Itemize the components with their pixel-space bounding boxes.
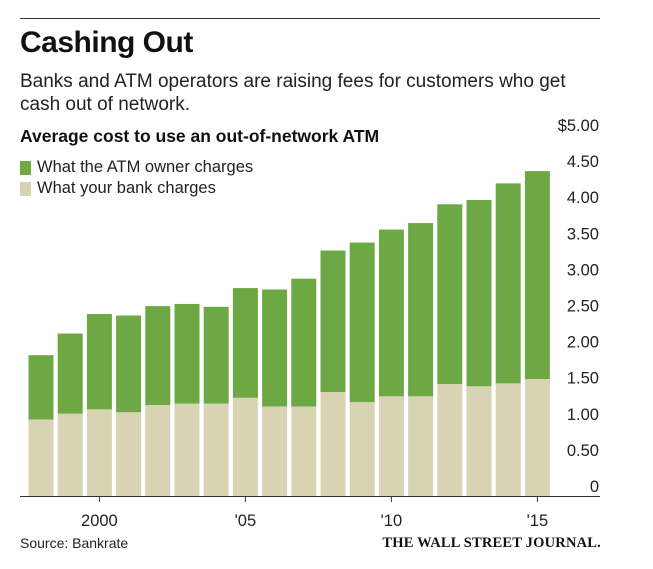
y-tick-label-1: 4.50 xyxy=(567,153,599,171)
bar-atm-owner-2001 xyxy=(116,315,142,413)
legend-swatch-atm-owner xyxy=(20,160,31,175)
bar-bank-2005 xyxy=(232,397,258,496)
y-tick-label-9: 0.50 xyxy=(567,442,599,460)
bar-atm-owner-2003 xyxy=(174,303,200,404)
bar-atm-owner-2013 xyxy=(466,199,492,387)
page-subtitle: Banks and ATM operators are raising fees… xyxy=(20,71,566,115)
y-tick-label-5: 2.50 xyxy=(567,298,599,316)
bar-atm-owner-2009 xyxy=(349,242,375,403)
bar-atm-owner-2004 xyxy=(203,306,229,404)
y-tick-label-8: 1.00 xyxy=(567,406,599,424)
bar-bank-1999 xyxy=(57,413,83,496)
bar-bank-2007 xyxy=(291,406,317,496)
chart-title: Average cost to use an out-of-network AT… xyxy=(20,126,380,146)
bar-atm-owner-1998 xyxy=(28,355,54,420)
bar-bank-2011 xyxy=(408,396,434,496)
bar-bank-2015 xyxy=(524,379,550,496)
bar-bank-1998 xyxy=(28,419,54,496)
y-tick-label-3: 3.50 xyxy=(567,225,599,243)
bar-bank-2013 xyxy=(466,386,492,496)
bar-atm-owner-2002 xyxy=(145,306,171,406)
bar-atm-owner-2007 xyxy=(291,278,317,407)
top-rule xyxy=(20,18,600,19)
y-tick-label-4: 3.00 xyxy=(567,261,599,279)
bar-bank-2002 xyxy=(145,405,171,496)
bar-atm-owner-2005 xyxy=(232,288,258,398)
bar-bank-2009 xyxy=(349,402,375,496)
bar-bank-2010 xyxy=(378,396,404,496)
bar-bank-2000 xyxy=(86,409,112,496)
bar-atm-owner-2014 xyxy=(495,183,521,384)
legend-label-bank: What your bank charges xyxy=(37,179,216,197)
bar-bank-2008 xyxy=(320,392,346,496)
bar-atm-owner-2011 xyxy=(408,223,434,397)
chart-legend: What the ATM owner charges What your ban… xyxy=(20,157,253,199)
bar-atm-owner-2000 xyxy=(86,314,112,410)
legend-swatch-bank xyxy=(20,181,31,196)
bar-bank-2004 xyxy=(203,403,229,496)
bar-bank-2014 xyxy=(495,383,521,496)
y-tick-label-2: 4.00 xyxy=(567,189,599,207)
source-note: Source: Bankrate xyxy=(20,535,129,551)
x-tick-label-0: 2000 xyxy=(81,512,118,530)
bar-bank-2006 xyxy=(262,406,288,496)
y-tick-label-10: 0 xyxy=(590,478,599,496)
publisher-credit: THE WALL STREET JOURNAL. xyxy=(382,535,601,551)
bar-atm-owner-2008 xyxy=(320,250,346,393)
bar-bank-2003 xyxy=(174,403,200,496)
x-tick-label-2: '10 xyxy=(381,512,403,530)
bar-atm-owner-1999 xyxy=(57,333,83,414)
y-tick-label-0: $5.00 xyxy=(558,117,599,135)
legend-item-atm-owner: What the ATM owner charges xyxy=(20,157,253,178)
y-tick-label-7: 1.50 xyxy=(567,370,599,388)
legend-item-bank: What your bank charges xyxy=(20,178,253,199)
bar-atm-owner-2015 xyxy=(524,171,550,380)
bar-atm-owner-2006 xyxy=(262,289,288,407)
y-tick-label-6: 2.00 xyxy=(567,334,599,352)
bar-bank-2001 xyxy=(116,412,142,496)
bar-atm-owner-2010 xyxy=(378,229,404,397)
page-title: Cashing Out xyxy=(20,26,193,59)
bar-bank-2012 xyxy=(437,384,463,496)
legend-label-atm-owner: What the ATM owner charges xyxy=(37,158,254,176)
bar-atm-owner-2012 xyxy=(437,204,463,385)
x-tick-label-1: '05 xyxy=(235,512,257,530)
x-tick-label-3: '15 xyxy=(527,512,549,530)
